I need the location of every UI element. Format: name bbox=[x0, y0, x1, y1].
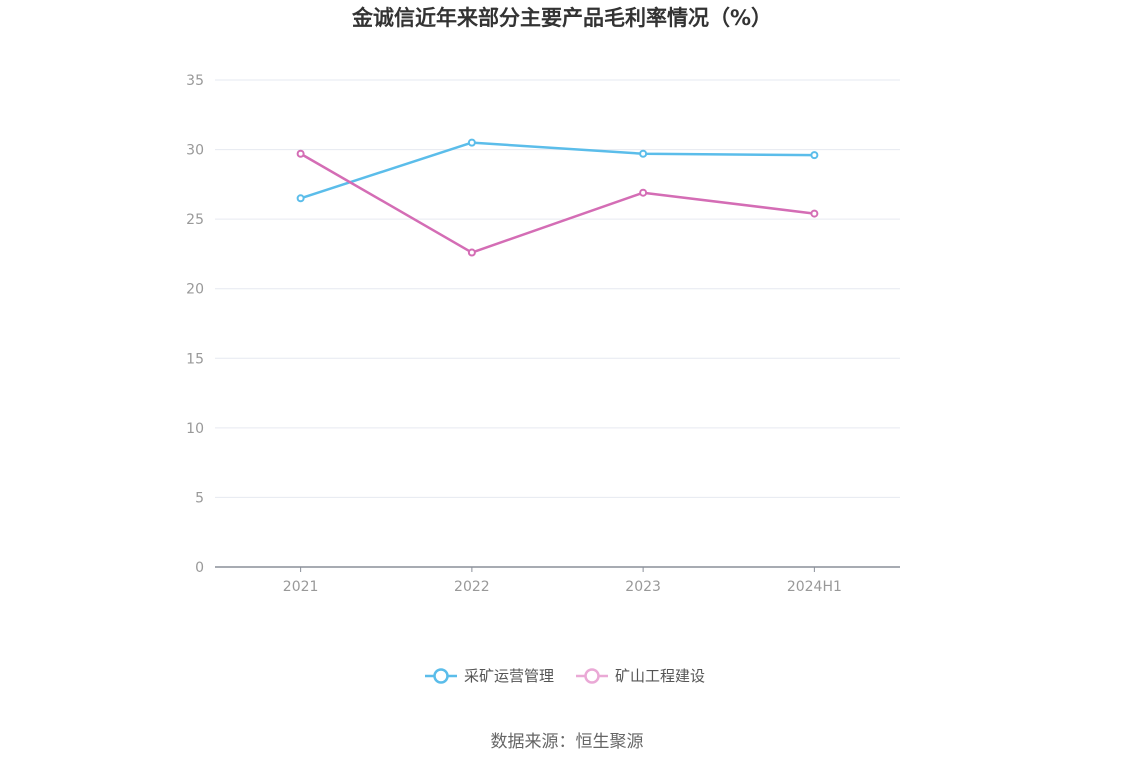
y-tick-label: 30 bbox=[186, 143, 204, 159]
x-tick-label: 2023 bbox=[625, 579, 661, 595]
data-point bbox=[810, 151, 819, 160]
x-tick-label: 2021 bbox=[283, 579, 319, 595]
legend-item-1[interactable]: 采矿运营管理 bbox=[425, 667, 554, 685]
data-point bbox=[296, 149, 305, 158]
data-point bbox=[467, 138, 476, 147]
x-axis-ticks: 2021 2022 2023 2024H1 bbox=[283, 567, 842, 595]
data-point bbox=[639, 188, 648, 197]
x-tick-label: 2024H1 bbox=[787, 579, 842, 595]
legend-marker-icon bbox=[433, 668, 449, 684]
data-point bbox=[296, 194, 305, 203]
data-point bbox=[810, 209, 819, 218]
y-tick-label: 0 bbox=[195, 560, 204, 576]
y-tick-label: 20 bbox=[186, 282, 204, 298]
legend-item-2[interactable]: 矿山工程建设 bbox=[576, 667, 705, 685]
y-tick-label: 10 bbox=[186, 421, 204, 437]
y-axis-ticks: 0 5 10 15 20 25 30 35 bbox=[186, 73, 204, 576]
grid-lines bbox=[215, 79, 900, 498]
series-line-1 bbox=[300, 141, 815, 200]
source-note: 数据来源：恒生聚源 bbox=[491, 732, 644, 752]
legend-marker-icon bbox=[584, 668, 600, 684]
legend-label: 采矿运营管理 bbox=[464, 667, 554, 685]
y-tick-label: 25 bbox=[186, 212, 204, 228]
series-line-2 bbox=[300, 152, 815, 254]
data-point bbox=[639, 149, 648, 158]
legend: 采矿运营管理 矿山工程建设 bbox=[425, 667, 705, 685]
data-point bbox=[467, 248, 476, 257]
legend-label: 矿山工程建设 bbox=[615, 667, 705, 685]
chart-title: 金诚信近年来部分主要产品毛利率情况（%） bbox=[351, 6, 772, 30]
y-tick-label: 15 bbox=[186, 351, 204, 367]
y-tick-label: 5 bbox=[195, 490, 204, 506]
series-group bbox=[296, 138, 819, 257]
x-tick-label: 2022 bbox=[454, 579, 490, 595]
y-tick-label: 35 bbox=[186, 73, 204, 89]
